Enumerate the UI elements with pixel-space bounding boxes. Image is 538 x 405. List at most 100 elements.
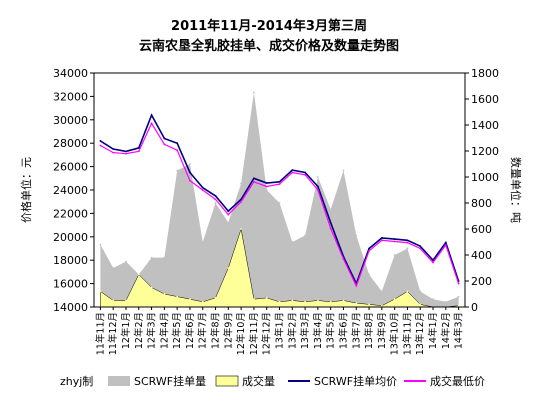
axes-layer: 1400016000180002000022000240002600028000… [53,67,499,355]
series-0-point [112,267,115,269]
series-1-point [227,267,230,269]
x-tick-label: 12年8月 [210,312,222,349]
series-1-point [355,302,358,304]
series-3-point [304,173,306,176]
series-3-point [355,285,358,287]
series-3-point [163,143,166,146]
series-1-area [100,228,459,308]
series-1-point [368,303,370,306]
series-layer [99,91,460,308]
x-tick-label: 12年6月 [184,312,196,349]
series-0-point [368,273,370,276]
series-2-point [432,259,434,262]
series-0-point [317,176,319,178]
series-1-point [150,286,153,289]
series-2-point [125,150,127,153]
series-2-point [163,137,166,140]
right-tick-label: 1600 [471,93,499,106]
series-0-point [214,202,217,204]
series-1-point [304,300,306,303]
x-tick-label: 14年3月 [453,312,465,349]
series-3-point [112,151,115,154]
series-0-point [380,290,383,293]
series-3-point [214,198,217,201]
series-1-point [393,298,396,301]
series-1-point [125,299,127,302]
series-3-point [406,241,409,244]
series-1-point [380,304,383,307]
series-3-point [99,144,102,147]
legend-swatch-order-volume [108,376,130,386]
left-tick-label: 32000 [53,90,88,103]
x-tick-label: 11年12月 [107,312,119,355]
series-0-point [99,243,102,246]
x-tick-label: 14年2月 [440,312,452,349]
series-0-point [393,254,396,256]
credit-label: zhyj制 [60,375,93,388]
series-1-point [406,290,409,293]
series-3-point [342,258,345,260]
series-1-point [99,290,102,293]
right-tick-label: 200 [471,275,492,288]
legend-label-min-price: 成交最低价 [430,374,485,388]
series-1-point [253,298,255,301]
left-tick-label: 24000 [53,184,88,197]
series-2-point [176,142,179,145]
x-tick-label: 13年10月 [389,312,401,355]
right-tick-label: 1400 [471,119,499,132]
legend-label-avg-price: SCRWF挂单均价 [314,374,397,388]
series-0-point [227,221,230,224]
series-3-point [432,261,434,264]
left-tick-label: 14000 [53,301,88,314]
series-2-point [112,148,115,150]
series-0-point [253,91,255,94]
series-2-point [406,239,409,242]
series-1-point [214,297,217,299]
x-tick-label: 12年4月 [158,312,170,349]
left-tick-label: 30000 [53,114,88,127]
series-2-point [253,177,255,180]
left-tick-label: 18000 [53,254,88,267]
series-3-point [240,200,243,203]
series-3-point [125,152,127,155]
x-tick-label: 13年3月 [299,312,311,349]
series-2-point [380,237,383,239]
series-1-point [291,299,294,302]
series-0-point [444,300,447,303]
right-tick-label: 1200 [471,145,499,158]
series-0-point [329,208,332,211]
series-3-point [317,189,319,191]
series-2-point [265,182,268,184]
series-1-point [265,297,268,299]
x-tick-label: 13年6月 [337,312,349,349]
left-axis-label: 价格单位：元 [19,157,33,223]
series-1-point [457,304,460,307]
series-2-point [240,198,243,201]
series-0-point [163,256,166,259]
left-tick-label: 16000 [53,278,88,291]
series-1-point [137,273,140,276]
series-3-point [176,149,179,152]
series-1-point [278,300,281,303]
series-0-point [406,247,409,250]
x-tick-label: 14年1月 [427,312,439,349]
series-2-point [137,147,140,149]
x-tick-label: 13年4月 [312,312,324,349]
series-0-point [150,256,153,259]
series-2-point [368,247,370,250]
left-tick-label: 26000 [53,161,88,174]
series-3-point [265,185,268,188]
series-3-point [444,244,447,246]
x-tick-label: 11年11月 [94,312,106,355]
series-3-point [201,189,204,191]
series-0-point [419,290,422,293]
x-tick-label: 13年12月 [414,312,426,355]
series-1-point [419,303,422,306]
right-tick-label: 600 [471,223,492,236]
series-3-point [291,171,294,174]
right-tick-label: 1800 [471,67,499,80]
series-2-point [150,114,153,116]
series-0-area [100,92,459,307]
series-2-point [189,171,191,174]
x-tick-label: 13年11月 [401,312,413,355]
